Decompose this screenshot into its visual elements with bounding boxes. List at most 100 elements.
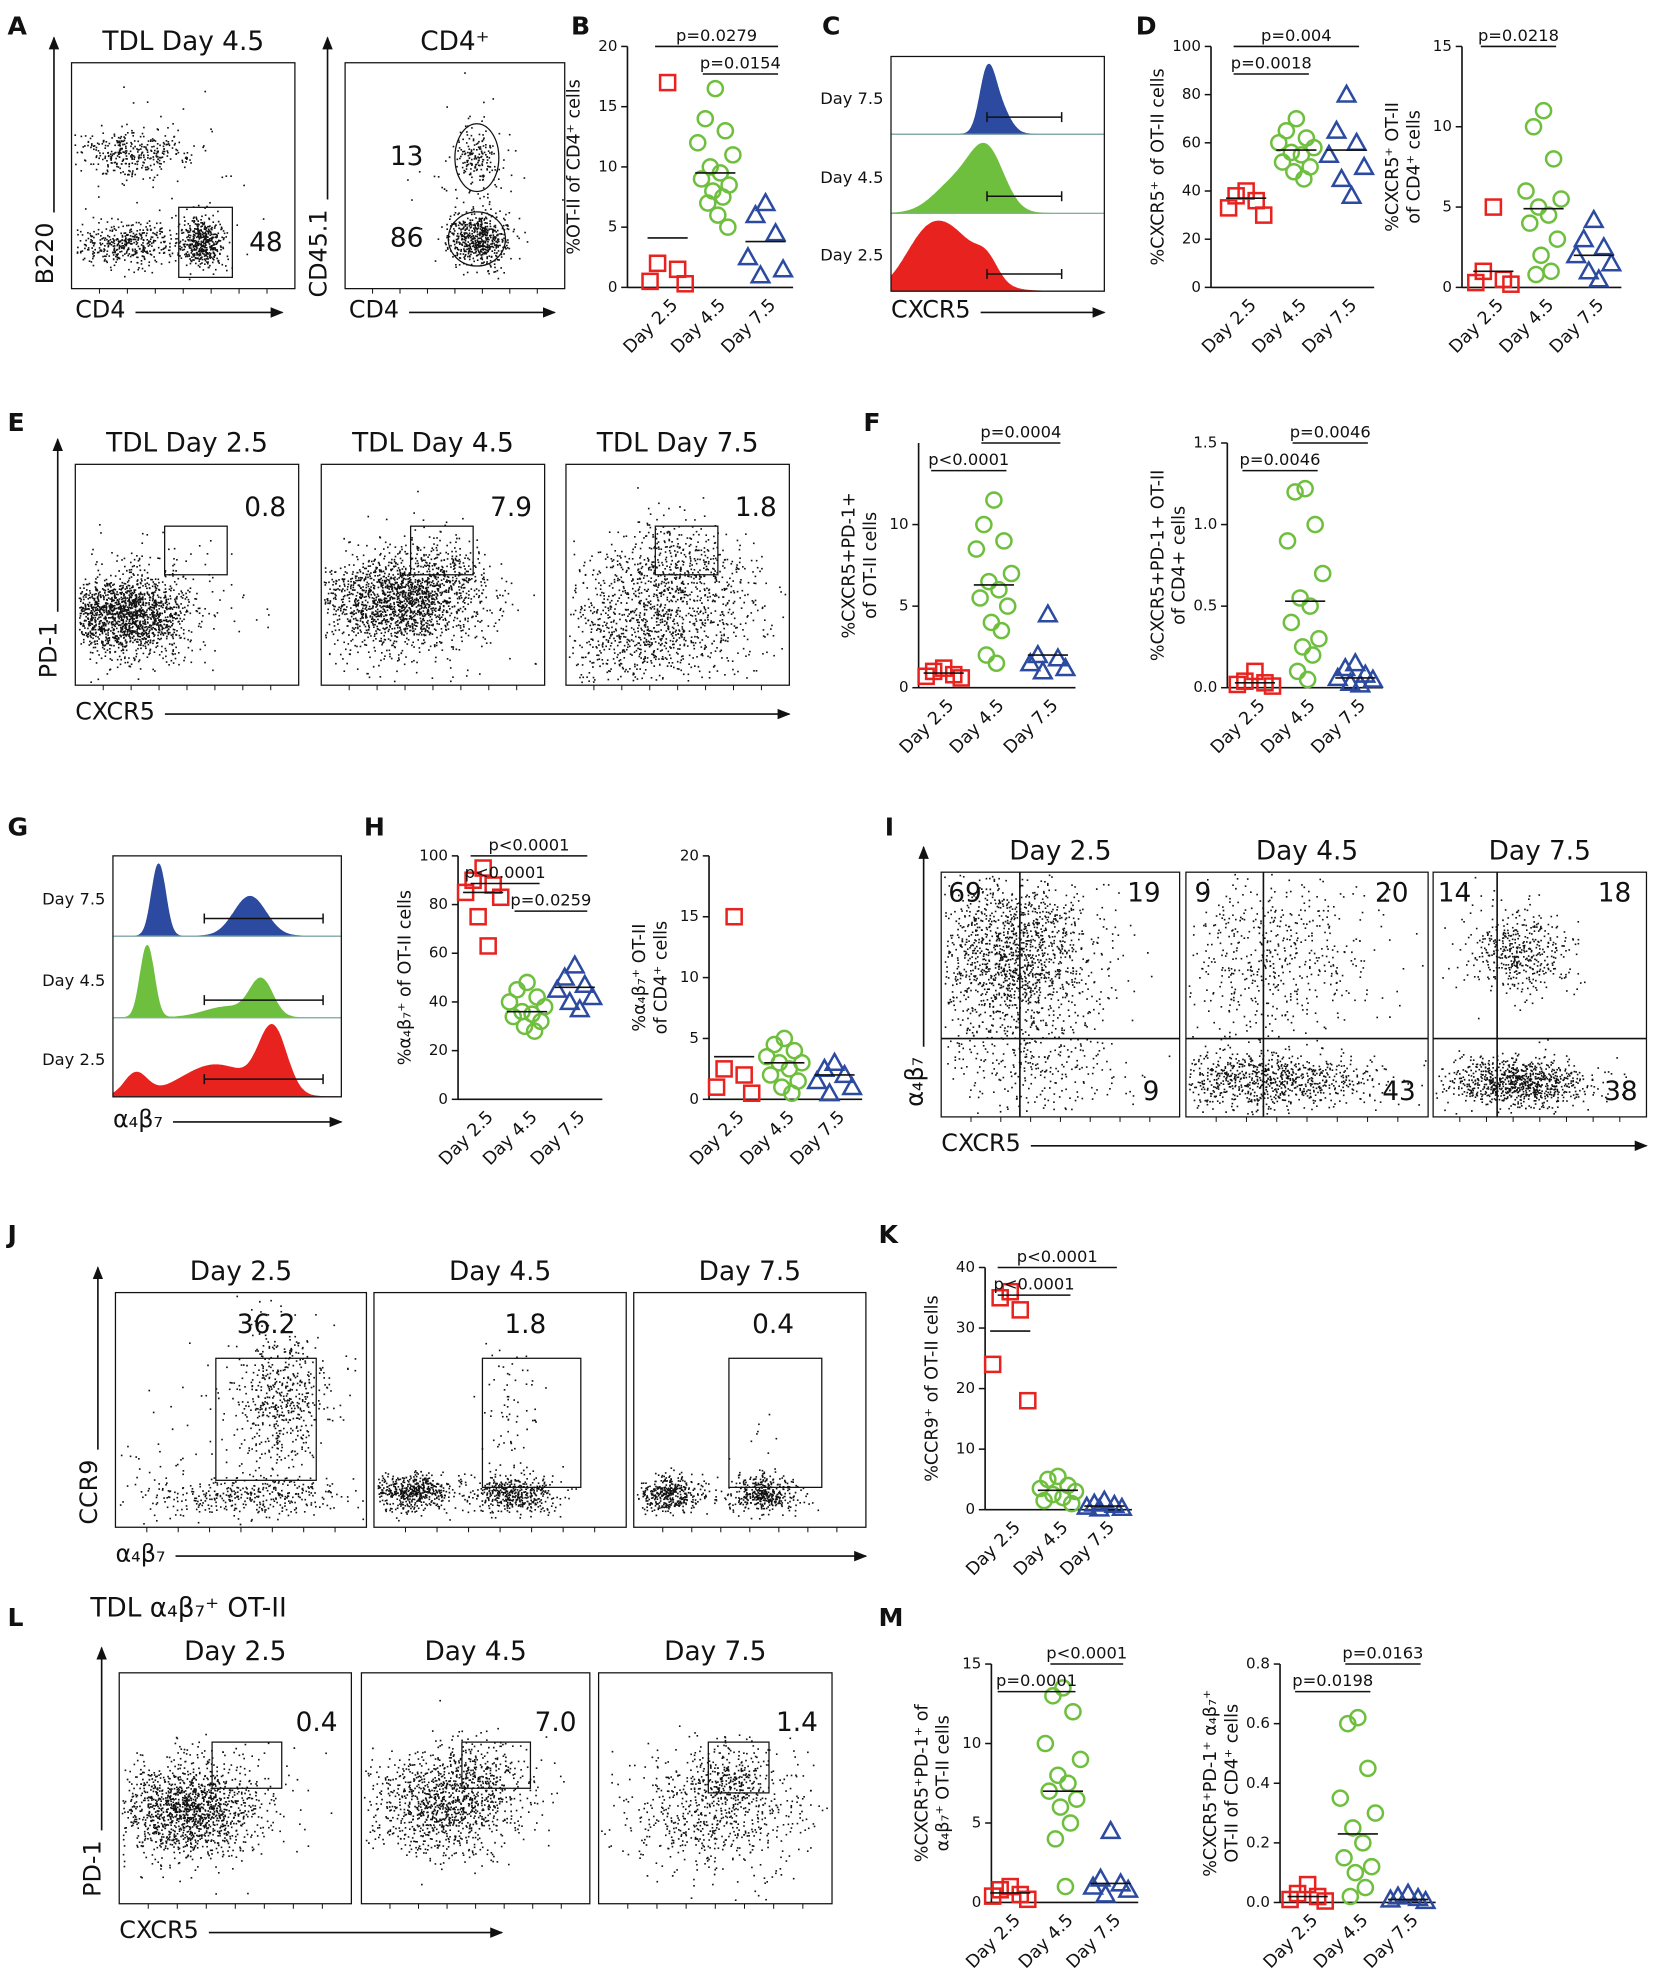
data-point <box>1049 1766 1067 1785</box>
data-point <box>515 1017 534 1036</box>
data-point <box>1282 613 1301 632</box>
panel-letter: B <box>571 12 590 41</box>
gate-percent: 86 <box>390 223 424 253</box>
data-point <box>1254 206 1273 224</box>
y-tick-label: 0.8 <box>1246 1655 1270 1673</box>
x-tick-label: Day 7.5 <box>1000 696 1062 758</box>
y-tick-label: 40 <box>1182 182 1201 200</box>
gate-percent: 1.8 <box>504 1310 546 1340</box>
x-axis-label: CXCR5 <box>941 1129 1021 1157</box>
flow-events <box>121 1733 333 1895</box>
p-value: p=0.0279 <box>676 26 757 45</box>
data-point <box>1548 230 1567 248</box>
gate-percent: 36.2 <box>237 1310 296 1340</box>
data-point <box>1219 199 1238 217</box>
data-point <box>1282 143 1301 162</box>
data-point <box>1310 629 1328 648</box>
data-point <box>1318 143 1340 164</box>
plot-title: Day 4.5 <box>424 1637 526 1667</box>
data-point <box>725 907 743 926</box>
gate <box>654 525 719 576</box>
data-point <box>1044 1687 1062 1705</box>
plot-title: TDL Day 7.5 <box>596 429 759 459</box>
data-point <box>1288 662 1307 681</box>
y-axis-label: of CD4⁺ cells <box>1404 110 1424 224</box>
x-axis-label: CD4 <box>349 296 399 324</box>
data-point <box>568 997 591 1018</box>
x-tick-label: Day 4.5 <box>946 696 1008 758</box>
p-value: p=0.0046 <box>1290 422 1371 441</box>
row-label: Day 4.5 <box>820 168 883 187</box>
y-tick-label: 20 <box>680 846 699 864</box>
data-point <box>754 191 777 212</box>
histogram-frame <box>890 55 1105 292</box>
x-tick-label: Day 2.5 <box>1446 295 1508 357</box>
panel-letter: G <box>8 812 29 841</box>
y-tick-label: 5 <box>972 1814 982 1832</box>
p-value: p=0.0018 <box>1231 54 1312 73</box>
y-tick-label: 0 <box>972 1893 982 1911</box>
data-point <box>780 1060 799 1078</box>
data-point <box>1353 155 1376 176</box>
data-point <box>1362 1857 1381 1876</box>
data-point <box>1298 1875 1317 1894</box>
data-point <box>1228 675 1247 694</box>
gate <box>447 211 507 267</box>
p-value: p<0.0001 <box>1017 1247 1098 1266</box>
p-value: p=0.0046 <box>1240 450 1321 469</box>
plot-title: Day 2.5 <box>1009 837 1111 867</box>
x-tick-label: Day 2.5 <box>686 1107 748 1169</box>
histogram <box>112 944 342 1019</box>
plot-title: TDL Day 4.5 <box>101 27 264 57</box>
data-point <box>1263 677 1282 695</box>
y-tick-label: 15 <box>680 907 699 925</box>
x-tick-label: Day 4.5 <box>1496 295 1558 357</box>
data-point <box>977 646 996 664</box>
y-tick-label: 100 <box>1172 37 1201 55</box>
y-axis-label: CCR9 <box>75 1460 103 1525</box>
data-point <box>744 203 767 224</box>
data-point <box>1061 1814 1080 1832</box>
x-tick-label: Day 7.5 <box>1546 295 1608 357</box>
y-tick-label: 1.5 <box>1193 433 1217 451</box>
data-point <box>764 221 787 242</box>
y-tick-label: 40 <box>429 992 448 1010</box>
data-point <box>706 79 725 98</box>
data-point <box>1366 1804 1385 1822</box>
data-point <box>1036 1734 1055 1753</box>
data-point <box>1026 643 1049 664</box>
y-tick-label: 10 <box>598 157 617 175</box>
gate-bar <box>986 191 1063 202</box>
data-point <box>1298 670 1317 689</box>
gate-percent: 9 <box>1194 879 1211 909</box>
data-point <box>1467 273 1485 292</box>
data-point <box>737 245 759 266</box>
data-point <box>558 990 581 1011</box>
p-value: p=0.0218 <box>1478 26 1559 45</box>
y-tick-label: 0.0 <box>1193 678 1217 696</box>
y-tick-label: 0 <box>966 1500 976 1518</box>
y-axis-label: %CXCR5⁺PD-1⁺ of <box>912 1704 932 1863</box>
data-point <box>761 1066 780 1084</box>
y-tick-label: 15 <box>1433 37 1452 55</box>
gate-percent: 48 <box>249 228 283 258</box>
y-axis-label: B220 <box>31 223 59 285</box>
data-point <box>1502 275 1520 293</box>
gate-percent: 1.8 <box>735 493 777 523</box>
data-point <box>504 1007 523 1026</box>
y-axis-label: α₄β₇⁺ OT-II cells <box>934 1715 954 1851</box>
x-tick-label: Day 7.5 <box>787 1107 849 1169</box>
panel-letter: J <box>6 1220 17 1249</box>
data-point <box>1334 656 1357 677</box>
data-point <box>1306 515 1324 534</box>
row-label: Day 4.5 <box>42 971 105 990</box>
data-point <box>719 218 737 236</box>
data-point <box>1049 1467 1067 1486</box>
plot-title: Day 7.5 <box>1489 837 1591 867</box>
p-value: p=0.0154 <box>700 54 781 73</box>
gate-percent: 20 <box>1375 879 1409 909</box>
y-tick-label: 10 <box>1433 117 1452 135</box>
data-point <box>1281 1890 1299 1909</box>
data-point <box>823 1051 846 1071</box>
